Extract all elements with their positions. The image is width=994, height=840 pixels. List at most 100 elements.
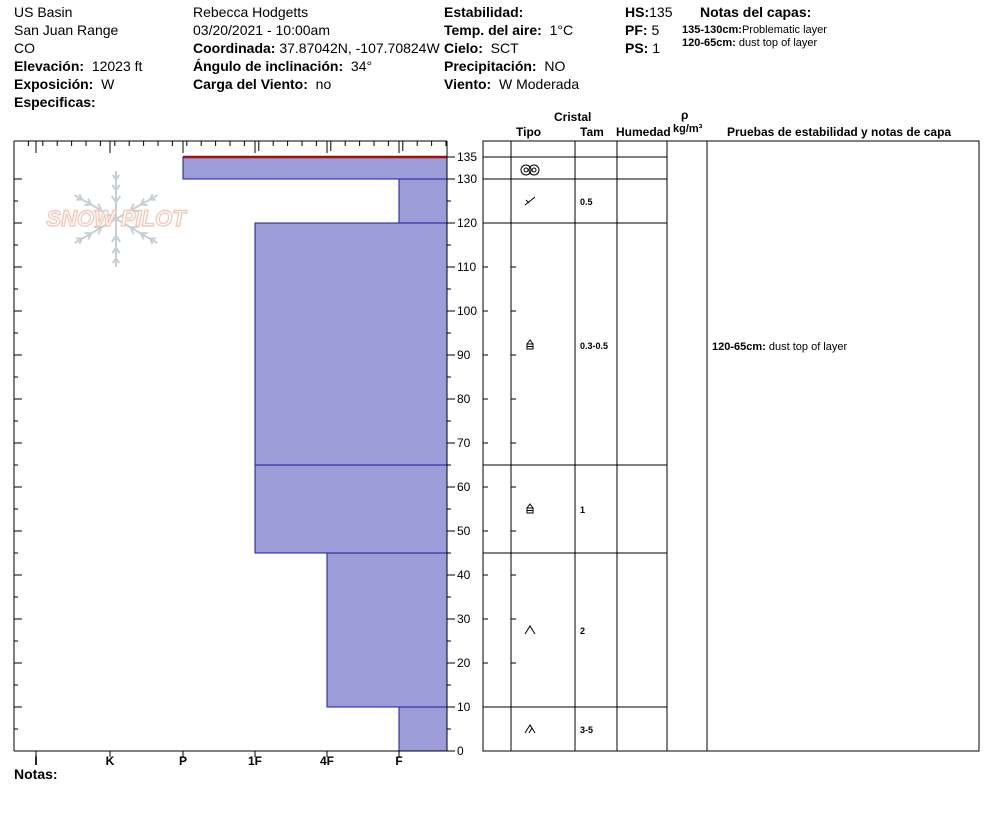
test-note-text: dust top of layer: [769, 341, 848, 353]
snowflake-branch: [140, 231, 148, 235]
rounded-grains-icon: [520, 164, 540, 176]
snowflake-branch: [110, 235, 117, 243]
elevation-label: Elevación:: [14, 58, 85, 74]
aspect-label: Exposición:: [14, 76, 94, 92]
stability-label: Estabilidad:: [444, 4, 524, 20]
snowflake-branch: [140, 203, 148, 207]
wind-value: W Moderada: [498, 76, 580, 92]
air-temperature: Temp. del aire: 1°C: [444, 21, 573, 39]
observer-name: Rebecca Hodgetts: [193, 4, 309, 20]
hardness-layer-4: [254, 464, 448, 554]
elevation: Elevación: 12023 ft: [14, 57, 142, 75]
hardness-layer-1: [182, 156, 448, 180]
depth-tick-label: 135: [457, 150, 477, 164]
hardness-layers: [182, 155, 448, 752]
wind-label: Viento:: [444, 76, 492, 92]
slope-angle-value: 34°: [350, 58, 373, 74]
snowflake-branch: [140, 198, 145, 206]
snowflake-icon: [73, 171, 159, 267]
snowflake-branch: [115, 247, 121, 254]
hardness-layer-5: [326, 552, 448, 708]
depth-tick-label: 90: [457, 348, 471, 362]
layer-note-2: 120-65cm: dust top of layer: [682, 37, 817, 50]
snowflake-branch: [115, 235, 122, 243]
snowflake-branch: [111, 247, 117, 254]
coordinates-value: 37.87042N, -107.70824W: [279, 40, 440, 56]
state: CO: [14, 40, 35, 56]
grain-circle-inner: [523, 167, 529, 173]
decomposing-fragments-icon: [524, 196, 536, 206]
layer-table: 0.5 0.3-0.5 1 2 3-5 120-65cm: dust top of lay…: [482, 140, 980, 752]
test-note-1: 120-65cm: dust top of layer: [712, 341, 847, 353]
depth-tick-label: 30: [457, 612, 471, 626]
chart-frame: [13, 140, 448, 752]
depth-hoar-chains-icon: [524, 724, 536, 734]
snowflake-branch: [129, 226, 135, 235]
density-unit-header: kg/m³: [673, 123, 703, 135]
snowflake-branch: [115, 195, 122, 203]
snowflake-branch: [97, 203, 103, 212]
foot-penetration-label: PF:: [625, 22, 648, 38]
depth-tick-label: 10: [457, 700, 471, 714]
depth-tick-label: 40: [457, 568, 471, 582]
snowflake-branch: [130, 225, 139, 229]
hardness-tick-label: F: [395, 754, 402, 768]
density-symbol-header: ρ: [681, 108, 689, 122]
ski-penetration-value: 1: [652, 40, 661, 56]
crystal-type-header: Tipo: [516, 125, 542, 139]
snowflake-branch: [149, 238, 154, 245]
grain-circle-inner: [531, 167, 537, 173]
precipitation-value: NO: [544, 58, 566, 74]
layer-note-2-range: 120-65cm:: [682, 37, 736, 49]
wind: Viento: W Moderada: [444, 75, 579, 93]
grain-circle: [520, 164, 532, 176]
hoar-chevron: [524, 724, 536, 734]
snow-depth-value: 135: [649, 4, 673, 20]
hardness-tick-label: I: [34, 754, 37, 768]
facet-roof: [526, 503, 534, 509]
depth-tick-label: 110: [457, 260, 476, 274]
ski-penetration: PS: 1: [625, 39, 660, 57]
precipitation: Precipitación: NO: [444, 57, 565, 75]
observation-datetime: 03/20/2021 - 10:00am: [193, 22, 330, 38]
layer-note-2-text: dust top of layer: [738, 37, 818, 49]
depth-tick-label: 20: [457, 656, 471, 670]
snowflake-branch: [140, 232, 145, 240]
grain-circle: [528, 164, 540, 176]
hoar-chevron: [524, 625, 536, 635]
depth-tick-label: 80: [457, 392, 471, 406]
foot-penetration: PF: 5: [625, 21, 659, 39]
depth-tick-label: 70: [457, 436, 471, 450]
notes-label: Notas:: [14, 766, 58, 782]
crystal-size-4: 1: [580, 505, 585, 515]
hardness-tick-label: 1F: [248, 754, 262, 768]
snowflake-branch: [84, 231, 92, 235]
crystal-size-6: 3-5: [580, 725, 593, 735]
logo-text: SNOW PILOT: [46, 206, 187, 231]
layer-notes-title: Notas del capas:: [700, 4, 812, 20]
faceted-crystals-icon: [526, 339, 534, 350]
stability: Estabilidad:: [444, 3, 523, 21]
wind-loading-label: Carga del Viento:: [193, 76, 308, 92]
sky: Cielo: SCT: [444, 39, 521, 57]
hardness-tick-label: 4F: [320, 754, 334, 768]
hoar-chain-stroke: [528, 727, 533, 734]
hardness-axis: I K P 1F 4F F: [34, 751, 403, 768]
snowflake-branch: [115, 174, 121, 181]
snowpilot-logo: SNOW PILOT: [46, 171, 188, 267]
snowflake-branch: [111, 184, 117, 191]
snowflake-branch: [87, 198, 92, 206]
crystal-header: Cristal: [554, 110, 592, 124]
snow-depth-label: HS:: [625, 4, 650, 20]
snowflake-branch: [93, 225, 102, 229]
specifics-label: Especificas:: [14, 94, 96, 110]
snowflake-branch: [110, 195, 117, 203]
snow-depth: HS:135: [625, 3, 672, 21]
depth-hoar-icon: [524, 625, 536, 635]
depth-tick-label: 50: [457, 524, 471, 538]
range: San Juan Range: [14, 22, 119, 38]
air-temperature-label: Temp. del aire:: [444, 22, 542, 38]
snowflake-branch: [87, 232, 92, 240]
depth-tick-label: 130: [457, 172, 477, 186]
